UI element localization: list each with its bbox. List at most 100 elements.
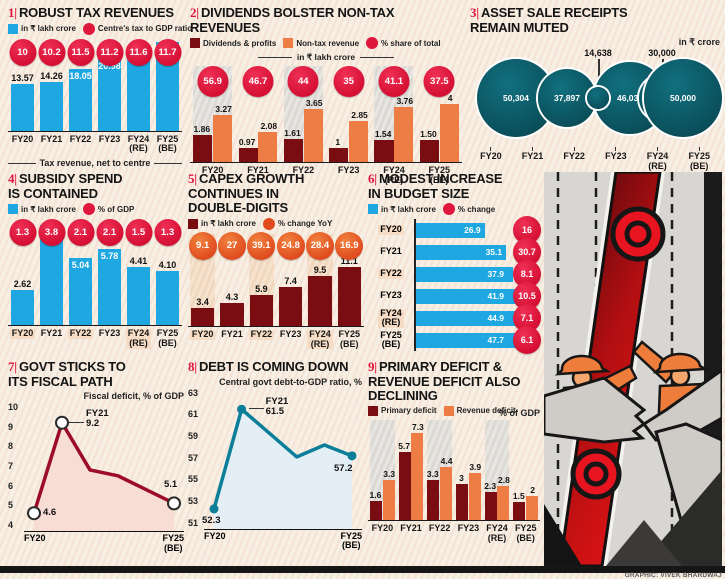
x-label: FY24 (RE) bbox=[124, 132, 153, 155]
hbar-chart: FY20 26.9 16 FY21 35.1 30.7 FY22 37.9 8.1 FY23 41.… bbox=[368, 216, 541, 355]
bar-column: 20.98 11.2 bbox=[95, 38, 124, 131]
x-label-text: FY20 bbox=[10, 134, 36, 145]
percent-badge: 2.1 bbox=[67, 219, 94, 247]
annotation: 52.3 bbox=[202, 515, 221, 526]
y-tick-label: 63 bbox=[188, 387, 199, 398]
bar-value: 18.05 bbox=[69, 71, 92, 82]
footnote-text: Tax revenue, net to centre bbox=[39, 158, 151, 169]
x-label: FY25 (BE) bbox=[335, 327, 364, 350]
x-axis-labels: FY20 FY21 FY22 FY23 FY24 (RE) FY25 (BE) bbox=[190, 163, 462, 186]
bar-column: 3.3 4.4 bbox=[425, 419, 454, 520]
x-label: FY25 (BE) bbox=[153, 326, 182, 349]
percent-badge: 27 bbox=[217, 231, 246, 260]
bar bbox=[190, 307, 215, 326]
x-label-main: FY25 bbox=[688, 151, 710, 162]
y-tick-label: 7 bbox=[8, 461, 14, 472]
bar-column: 1.6 3.3 bbox=[368, 419, 397, 520]
x-label-main: FY21 bbox=[400, 522, 422, 533]
x-label: FY25 (BE) bbox=[153, 132, 182, 155]
primary-bar bbox=[193, 135, 213, 163]
rivet-icon bbox=[610, 206, 666, 262]
legend-item: % change YoY bbox=[262, 217, 333, 230]
capex-chart: 3.4 9.1 4.3 27 5.9 39.1 7.4 24.8 9.5 28.4 11.1 16.9… bbox=[188, 231, 364, 350]
legend-item: % change bbox=[442, 203, 495, 216]
x-label-main: FY25 bbox=[156, 328, 179, 339]
legend-label: in ₹ lakh crore bbox=[21, 204, 76, 214]
x-label-text: FY21 bbox=[520, 151, 546, 162]
panel-number: 1| bbox=[8, 5, 17, 20]
bar-column: 23.2411.6 bbox=[124, 38, 153, 131]
bar-value: 3.76 bbox=[396, 96, 414, 107]
legend-label: in ₹ lakh crore bbox=[201, 219, 256, 229]
x-label-text: FY24 (RE) bbox=[125, 328, 152, 349]
x-label-text: FY24 (RE) bbox=[126, 134, 152, 155]
secondary-bar bbox=[468, 473, 481, 520]
legend-swatch-square bbox=[368, 204, 378, 215]
x-label: FY24 (RE) bbox=[483, 521, 512, 544]
x-label-text: FY22 bbox=[68, 134, 94, 145]
primary-bar bbox=[329, 147, 349, 163]
bar bbox=[39, 224, 64, 326]
x-label-note: (RE) bbox=[129, 143, 148, 154]
legend-label: % change YoY bbox=[277, 219, 333, 229]
row-label-text: FY25 (BE) bbox=[378, 330, 404, 350]
legend-item: in ₹ lakh crore bbox=[368, 204, 436, 215]
x-label-note: (BE) bbox=[158, 337, 177, 348]
legend-label: % share of total bbox=[381, 38, 441, 48]
x-axis-labels: FY20 FY25 (BE) bbox=[204, 530, 362, 551]
panel-asset-sale-receipts: 3| ASSET SALE RECEIPTS REMAIN MUTED in ₹ … bbox=[470, 5, 722, 172]
bar bbox=[10, 84, 35, 131]
x-label-main: FY22 bbox=[563, 151, 585, 162]
bar-value: 14.26 bbox=[40, 70, 63, 81]
debt-chart: 63 61 59 57 55 53 51 52.3 FY21 61.5 57.2 FY20 FY25 (B… bbox=[188, 388, 362, 551]
percent-badge: 39.1 bbox=[247, 231, 276, 260]
x-axis-labels: FY20 FY21 FY22 FY23 FY24 (RE) FY25 (BE) bbox=[368, 521, 540, 544]
bar-value: 3 bbox=[459, 472, 464, 483]
row-label-note: (RE) bbox=[381, 317, 401, 328]
secondary-bar bbox=[394, 107, 414, 163]
bar bbox=[126, 266, 151, 326]
x-label-main: FY23 bbox=[98, 133, 121, 144]
x-label-main: FY21 bbox=[521, 151, 544, 162]
bar-column: 1.5 2 bbox=[511, 420, 540, 520]
hbar-row: FY20 26.9 16 bbox=[368, 216, 541, 245]
legend-label: % of GDP bbox=[97, 204, 135, 214]
asset-sales-chart: 50,304 37,897 14,638 46,035 30,000 50,000 FY20… bbox=[470, 48, 722, 172]
subtitle-text: in ₹ lakh crore bbox=[296, 52, 356, 63]
y-tick-label: 51 bbox=[188, 517, 199, 528]
x-label-text: FY25 (BE) bbox=[155, 328, 181, 349]
legend-item: Dividends & profits bbox=[190, 38, 276, 49]
primary-bar bbox=[370, 500, 383, 520]
secondary-bar bbox=[349, 120, 369, 163]
y-tick-label: 9 bbox=[8, 421, 14, 432]
bar-value: 1.54 bbox=[374, 128, 392, 139]
bubble-value: 50,000 bbox=[669, 93, 696, 104]
x-label-main: FY22 bbox=[292, 165, 315, 176]
x-label-text: FY20 bbox=[189, 329, 216, 340]
legend-item: % of GDP bbox=[82, 203, 135, 216]
panel-title: GOVT STICKS TO ITS FISCAL PATH bbox=[8, 359, 126, 389]
x-label: FY22 bbox=[425, 521, 454, 544]
bar-zone: 13.571014.2610.218.0511.520.9811.223.241… bbox=[8, 38, 182, 132]
bar-value: 26.9 bbox=[464, 225, 481, 236]
bar-value: 2.8 bbox=[497, 475, 510, 486]
workers-wrench-illustration bbox=[542, 167, 724, 571]
row-label-text: FY24 (RE) bbox=[378, 308, 404, 328]
chart-subtitle: in ₹ lakh crore bbox=[190, 52, 462, 63]
legend-item: % share of total bbox=[366, 37, 441, 50]
row-label-main: FY22 bbox=[380, 268, 402, 279]
bubble-value: 50,304 bbox=[503, 93, 529, 104]
line-plot: 63 61 59 57 55 53 51 52.3 FY21 61.5 57.2 bbox=[188, 388, 362, 530]
secondary-bar bbox=[411, 432, 424, 520]
x-label: FY21 bbox=[37, 132, 66, 155]
x-label-note: (BE) bbox=[689, 160, 709, 171]
bubble bbox=[586, 86, 610, 110]
x-label-note: (RE) bbox=[129, 337, 148, 348]
x-label-main: FY21 bbox=[40, 328, 63, 339]
bar-value: 1.50 bbox=[420, 129, 437, 140]
legend-swatch-circle bbox=[442, 203, 455, 216]
x-label-main: FY24 bbox=[309, 328, 331, 339]
x-label: FY20 bbox=[204, 531, 226, 551]
legend-swatch-square bbox=[188, 218, 198, 229]
bar-value: 9.5 bbox=[313, 264, 327, 275]
